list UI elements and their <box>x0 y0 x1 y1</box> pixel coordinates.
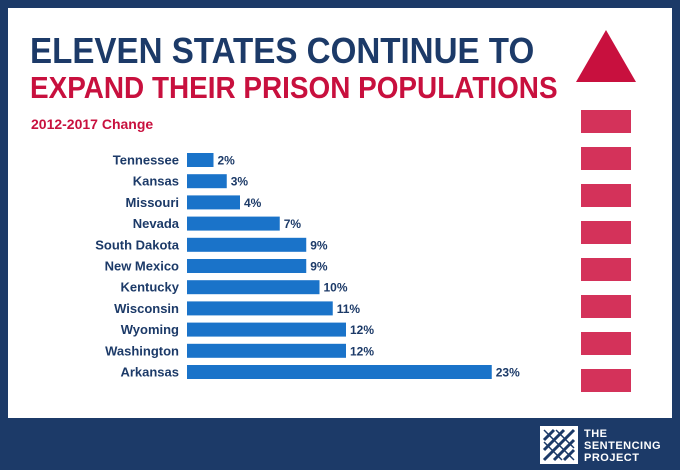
logo-line-2: SENTENCING <box>584 440 662 452</box>
chart-subtitle: 2012-2017 Change <box>31 116 154 132</box>
category-label: Washington <box>105 343 179 358</box>
value-label: 2% <box>218 154 236 168</box>
category-label: New Mexico <box>105 259 179 274</box>
category-label: Nevada <box>133 216 180 231</box>
value-label: 7% <box>284 217 302 231</box>
category-label: Tennessee <box>113 153 179 168</box>
arrow-segment <box>581 221 631 244</box>
category-label: South Dakota <box>95 237 180 252</box>
category-label: Kansas <box>133 174 179 189</box>
bar <box>187 216 280 231</box>
bar <box>187 365 492 379</box>
bar <box>187 153 214 167</box>
arrow-segment <box>581 258 631 281</box>
bar <box>187 343 346 358</box>
value-label: 23% <box>496 366 520 380</box>
bar <box>187 195 240 210</box>
bar-chart: Tennessee 2% Kansas 3% Missouri 4% Nevada 7% Sou… <box>95 153 520 380</box>
logo-line-3: PROJECT <box>584 452 640 464</box>
arrow-head <box>576 30 636 82</box>
value-label: 11% <box>337 302 361 316</box>
logo-text: THE SENTENCING PROJECT <box>584 428 661 464</box>
bar <box>187 259 307 273</box>
bar <box>187 280 320 295</box>
sentencing-project-logo: THE SENTENCING PROJECT <box>540 424 670 466</box>
arrow-segment <box>581 184 631 207</box>
value-label: 12% <box>350 344 374 358</box>
value-label: 12% <box>350 323 374 337</box>
value-label: 9% <box>310 238 328 252</box>
arrow-segment <box>581 332 631 355</box>
arrow-segment <box>581 369 631 392</box>
arrow-segment <box>581 147 631 170</box>
value-label: 3% <box>231 175 249 189</box>
arrow-segment <box>581 110 631 133</box>
category-label: Wisconsin <box>114 301 179 316</box>
bar <box>187 174 227 189</box>
value-label: 4% <box>244 196 262 210</box>
arrow-segment <box>581 295 631 318</box>
title-line-2: EXPAND THEIR PRISON POPULATIONS <box>30 70 558 105</box>
up-arrow-icon <box>576 30 636 392</box>
category-label: Wyoming <box>121 322 179 337</box>
chart-card: ELEVEN STATES CONTINUE TO EXPAND THEIR P… <box>8 8 672 418</box>
value-label: 9% <box>310 260 328 274</box>
bar <box>187 237 307 252</box>
category-label: Arkansas <box>120 365 179 380</box>
logo-line-1: THE <box>584 428 608 440</box>
logo-mark-icon <box>540 426 578 464</box>
bar <box>187 322 346 337</box>
title-line-1: ELEVEN STATES CONTINUE TO <box>30 30 535 71</box>
category-label: Kentucky <box>120 280 179 295</box>
value-label: 10% <box>324 281 348 295</box>
category-label: Missouri <box>126 195 179 210</box>
bar <box>187 301 333 316</box>
